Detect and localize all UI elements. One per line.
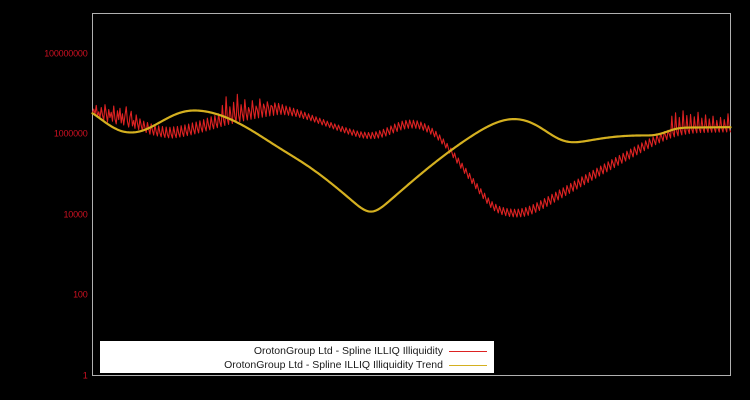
chart-legend: OrotonGroup Ltd - Spline ILLIQ Illiquidi… — [100, 341, 494, 373]
series-illiquidity-trend-line — [91, 109, 732, 213]
legend-item-illiquidity-trend: OrotonGroup Ltd - Spline ILLIQ Illiquidi… — [101, 358, 495, 372]
legend-label-illiquidity: OrotonGroup Ltd - Spline ILLIQ Illiquidi… — [253, 345, 443, 357]
y-tick-label: 1 — [82, 370, 88, 380]
legend-swatch-illiquidity — [449, 350, 487, 352]
y-tick-label: 10000 — [63, 209, 88, 220]
plot-area-border — [92, 13, 731, 376]
y-tick-label: 100 — [73, 289, 88, 300]
series-illiquidity-line — [91, 93, 732, 218]
y-tick-label: 1000000 — [53, 128, 88, 139]
series-layer — [91, 93, 732, 218]
legend-item-illiquidity: OrotonGroup Ltd - Spline ILLIQ Illiquidi… — [101, 344, 495, 358]
legend-swatch-illiquidity-trend — [449, 364, 487, 366]
y-tick-label: 100000000 — [44, 48, 88, 59]
legend-label-illiquidity-trend: OrotonGroup Ltd - Spline ILLIQ Illiquidi… — [224, 359, 443, 371]
